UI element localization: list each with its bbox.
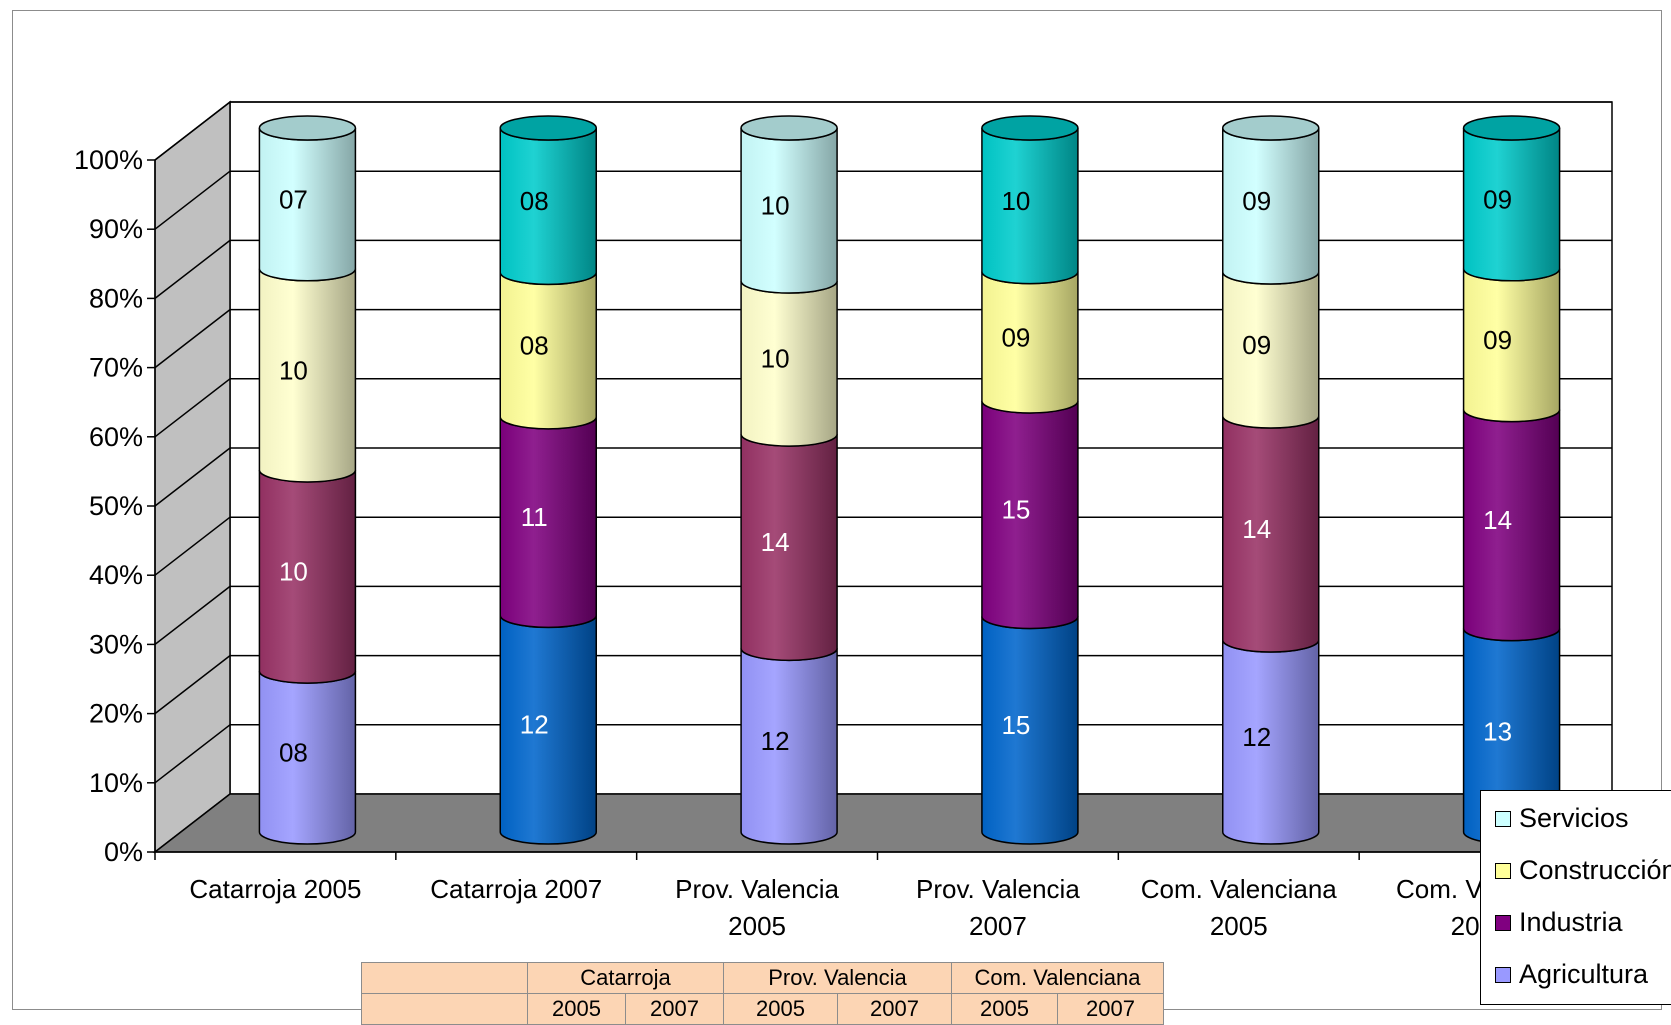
x-tick-label: 2007 xyxy=(969,911,1027,941)
table-year-row: 2005 2007 2005 2007 2005 2007 xyxy=(361,993,1164,1025)
bar-data-label: 09 xyxy=(1483,325,1512,355)
table-header-row: Catarroja Prov. Valencia Com. Valenciana xyxy=(361,962,1164,994)
floor xyxy=(152,793,1613,853)
bar-data-label: 14 xyxy=(1242,514,1271,544)
x-tick-label: Catarroja 2005 xyxy=(189,874,361,904)
legend-item-construccion: Construcción xyxy=(1495,855,1671,886)
legend-item-servicios: Servicios xyxy=(1495,803,1629,834)
table-year-cell: 2007 xyxy=(625,993,724,1025)
bar-data-label: 08 xyxy=(520,331,549,361)
table-year-blank xyxy=(361,993,528,1025)
y-tick-label: 80% xyxy=(89,283,143,313)
bar-stack: 15 15 09 10 xyxy=(981,115,1079,845)
x-tick-label: Com. Valenciana xyxy=(1141,874,1338,904)
bar-stack: 12 14 10 10 xyxy=(740,115,838,845)
bar-top-cap xyxy=(981,115,1079,141)
table-corner-cell xyxy=(361,962,528,994)
legend-label-construccion: Construcción xyxy=(1519,855,1671,885)
bar-data-label: 10 xyxy=(761,191,790,221)
y-tick-label: 20% xyxy=(89,699,143,729)
bar-stack: 08 10 10 07 xyxy=(258,115,357,845)
legend-swatch-construccion xyxy=(1495,862,1511,879)
bar-data-label: 09 xyxy=(1242,186,1271,216)
legend-label-servicios: Servicios xyxy=(1519,803,1629,833)
bar-data-label: 15 xyxy=(1001,495,1030,525)
data-table: Catarroja Prov. Valencia Com. Valenciana… xyxy=(361,962,1164,1025)
bar-data-label: 12 xyxy=(520,710,549,740)
gridline-side xyxy=(154,447,231,507)
table-group-com-valenciana: Com. Valenciana xyxy=(951,962,1164,994)
bar-data-label: 09 xyxy=(1001,322,1030,352)
gridline-side xyxy=(154,101,231,161)
legend-label-agricultura: Agricultura xyxy=(1519,959,1649,989)
y-tick-label: 60% xyxy=(89,422,143,452)
legend-swatch-industria xyxy=(1495,914,1511,931)
x-tick-label: Prov. Valencia xyxy=(675,874,839,904)
bar-data-label: 15 xyxy=(1001,710,1030,740)
x-tick-label: Catarroja 2007 xyxy=(430,874,602,904)
y-tick-label: 10% xyxy=(89,768,143,798)
bar-data-label: 10 xyxy=(279,355,308,385)
bar-top-cap xyxy=(258,115,357,141)
x-tick-label: Prov. Valencia xyxy=(916,874,1080,904)
bar-data-label: 13 xyxy=(1483,716,1512,746)
bar-top-cap xyxy=(1222,115,1320,141)
bar-data-label: 11 xyxy=(521,502,548,532)
gridline-side xyxy=(154,655,231,715)
bar-data-label: 10 xyxy=(279,557,308,587)
bar-top-cap xyxy=(499,115,597,141)
gridline-side xyxy=(154,239,231,299)
bar-data-label: 07 xyxy=(279,184,308,214)
bar-stack: 12 11 08 08 xyxy=(499,115,597,845)
table-year-cell: 2005 xyxy=(527,993,626,1025)
x-tick-label: 2005 xyxy=(1210,911,1268,941)
table-group-prov-valencia: Prov. Valencia xyxy=(723,962,952,994)
bar-stack: 13 14 09 09 xyxy=(1462,115,1561,845)
y-tick-label: 70% xyxy=(89,353,143,383)
bar-data-label: 10 xyxy=(761,344,790,374)
table-group-catarroja: Catarroja xyxy=(527,962,724,994)
bar-stack: 12 14 09 09 xyxy=(1222,115,1320,845)
y-tick-label: 50% xyxy=(89,491,143,521)
bar-top-cap xyxy=(1462,115,1561,141)
table-year-cell: 2005 xyxy=(951,993,1058,1025)
bar-data-label: 12 xyxy=(761,726,790,756)
y-tick-label: 40% xyxy=(89,560,143,590)
bar-data-label: 14 xyxy=(1483,505,1512,535)
bar-data-label: 08 xyxy=(279,738,308,768)
bar-segment-industria xyxy=(499,416,597,629)
legend: Servicios Construcción Industria Agricul… xyxy=(1480,790,1671,1005)
gridline-side xyxy=(154,309,231,369)
bar-data-label: 08 xyxy=(520,186,549,216)
y-tick-label: 100% xyxy=(74,145,143,175)
legend-swatch-servicios xyxy=(1495,810,1511,827)
gridline-side xyxy=(154,516,231,576)
x-tick-label: 2005 xyxy=(728,911,786,941)
y-tick-label: 0% xyxy=(104,837,143,867)
table-year-cell: 2005 xyxy=(723,993,838,1025)
bar-data-label: 09 xyxy=(1242,330,1271,360)
legend-item-industria: Industria xyxy=(1495,907,1623,938)
bar-data-label: 14 xyxy=(761,527,790,557)
bar-data-label: 12 xyxy=(1242,722,1271,752)
bar-top-cap xyxy=(740,115,838,141)
table-year-cell: 2007 xyxy=(1057,993,1164,1025)
gridline-side xyxy=(154,585,231,645)
gridline-side xyxy=(154,170,231,230)
legend-item-agricultura: Agricultura xyxy=(1495,959,1648,990)
bar-data-label: 10 xyxy=(1001,186,1030,216)
gridline-side xyxy=(154,724,231,784)
legend-swatch-agricultura xyxy=(1495,966,1511,983)
y-tick-label: 90% xyxy=(89,214,143,244)
bar-data-label: 09 xyxy=(1483,184,1512,214)
table-year-cell: 2007 xyxy=(837,993,952,1025)
gridline-side xyxy=(154,378,231,438)
y-tick-label: 30% xyxy=(89,629,143,659)
legend-label-industria: Industria xyxy=(1519,907,1623,937)
